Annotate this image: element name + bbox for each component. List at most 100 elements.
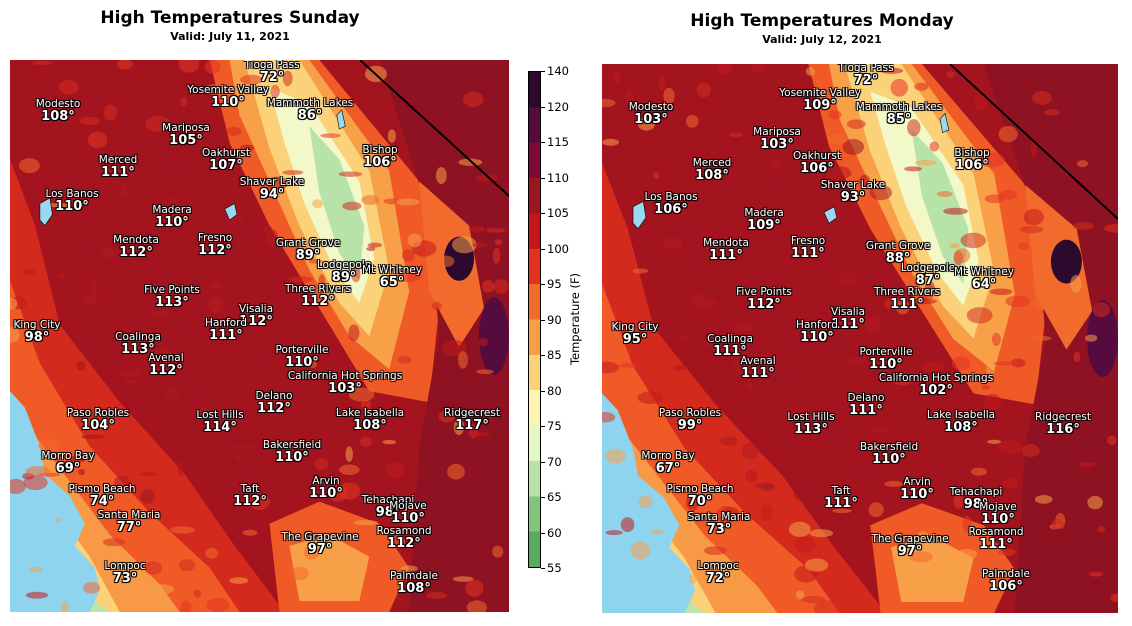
city-temperature: 109° [803, 98, 837, 113]
city-temperature: 112° [301, 294, 335, 309]
city-label: Five Points 112° [736, 286, 792, 312]
terrain-speckle [904, 166, 922, 172]
city-label: King City 98° [13, 319, 60, 345]
terrain-speckle [761, 354, 775, 368]
colorbar-tick-label: 70 [547, 454, 562, 469]
city-label: Modesto 108° [36, 98, 81, 124]
terrain-speckle [180, 96, 187, 107]
terrain-speckle [1011, 358, 1026, 368]
terrain-speckle [492, 545, 504, 558]
terrain-speckle [625, 89, 634, 103]
terrain-speckle [208, 400, 226, 417]
city-name: Taft [831, 485, 851, 497]
terrain-speckle [1107, 435, 1117, 446]
city-label: Arvin 110° [309, 475, 343, 501]
city-label: Delano 112° [256, 390, 293, 416]
city-name: Mojave [979, 501, 1017, 513]
city-label: Lompoc 72° [697, 560, 738, 586]
terrain-speckle [320, 133, 341, 138]
city-name: Mammoth Lakes [855, 101, 943, 113]
city-temperature: 73° [112, 571, 138, 586]
city-name: Tioga Pass [838, 64, 894, 74]
terrain-speckle [901, 245, 913, 258]
terrain-speckle [458, 158, 483, 166]
terrain-speckle [266, 176, 289, 191]
colorbar-label: Temperature (F) [568, 272, 582, 366]
city-temperature: 108° [41, 109, 75, 124]
colorbar-tick-label: 95 [547, 277, 562, 291]
colorbar-tick [541, 284, 545, 285]
terrain-speckle [602, 138, 620, 146]
city-name: California Hot Springs [287, 370, 403, 382]
city-label: Lodgepole 89° [317, 259, 371, 285]
terrain-speckle [716, 505, 737, 524]
city-label: Three Rivers 111° [874, 286, 940, 312]
terrain-speckle [744, 470, 758, 483]
terrain-speckle [1034, 494, 1053, 504]
city-name: Mt Whitney [362, 264, 422, 276]
city-name: Mendota [703, 237, 749, 249]
terrain-speckle [767, 209, 784, 219]
terrain-speckle [90, 279, 98, 296]
mammoth-lake [939, 112, 950, 134]
city-label: The Grapevine 97° [871, 533, 948, 559]
terrain-speckle [178, 60, 200, 73]
terrain-speckle [842, 138, 865, 155]
terrain-speckle [859, 174, 871, 187]
terrain-speckle [297, 582, 317, 596]
terrain-speckle [140, 488, 156, 504]
city-name: Oakhurst [202, 147, 250, 159]
terrain-speckle [795, 590, 805, 600]
city-name: Lompoc [697, 560, 739, 572]
city-label: Tehachapi 98° [950, 486, 1003, 512]
city-temperature: 110° [275, 450, 309, 465]
city-temperature: 110° [309, 486, 343, 501]
terrain-speckle [991, 332, 1001, 347]
city-label: The Grapevine 97° [281, 531, 358, 557]
city-name: Shaver Lake [239, 176, 305, 188]
city-label: Lake Isabella 108° [336, 407, 404, 433]
city-temperature: 85° [886, 112, 912, 127]
terrain-speckle [894, 110, 908, 119]
city-name: Shaver Lake [820, 179, 886, 191]
terrain-speckle [949, 242, 960, 249]
city-label: Taft 112° [233, 483, 267, 509]
terrain-speckle [978, 152, 1005, 168]
terrain-speckle [962, 515, 972, 533]
terrain-speckle [261, 349, 277, 363]
city-label: Madera 110° [152, 204, 191, 230]
terrain-speckle [466, 431, 491, 437]
city-name: Los Banos [45, 188, 99, 200]
terrain-speckle [351, 266, 361, 283]
san-luis-reservoir [39, 197, 53, 227]
city-label: Lost Hills 114° [196, 409, 243, 435]
terrain-speckle [890, 78, 909, 97]
city-name: Mammoth Lakes [266, 97, 354, 109]
city-name: Lost Hills [196, 409, 244, 421]
desert-hot-spot [1087, 300, 1118, 377]
city-temperature: 108° [695, 168, 729, 183]
terrain-speckle [870, 426, 890, 434]
city-temperature: 67° [655, 461, 681, 476]
city-name: Hanford [796, 319, 838, 331]
city-name: Mariposa [753, 126, 801, 138]
terrain-speckle [1110, 593, 1118, 602]
terrain-speckle [318, 274, 326, 288]
terrain-speckle [177, 460, 184, 477]
terrain-speckle [407, 233, 422, 248]
terrain-speckle [289, 276, 314, 283]
terrain-speckle [139, 472, 158, 477]
terrain-speckle [822, 421, 848, 438]
city-label: Hanford 110° [796, 319, 838, 345]
city-name: Ridgecrest [1035, 411, 1091, 423]
city-name: Hanford [205, 317, 247, 329]
terrain-speckle [25, 591, 49, 599]
city-temperature: 113° [121, 342, 155, 357]
terrain-speckle [389, 535, 406, 549]
terrain-speckle [658, 74, 666, 92]
city-name: Lodgepole [900, 262, 956, 274]
city-name: Morro Bay [641, 450, 695, 462]
city-name: Mendota [113, 234, 159, 246]
colorbar-tick [541, 355, 545, 356]
terrain-speckle [1078, 461, 1096, 468]
